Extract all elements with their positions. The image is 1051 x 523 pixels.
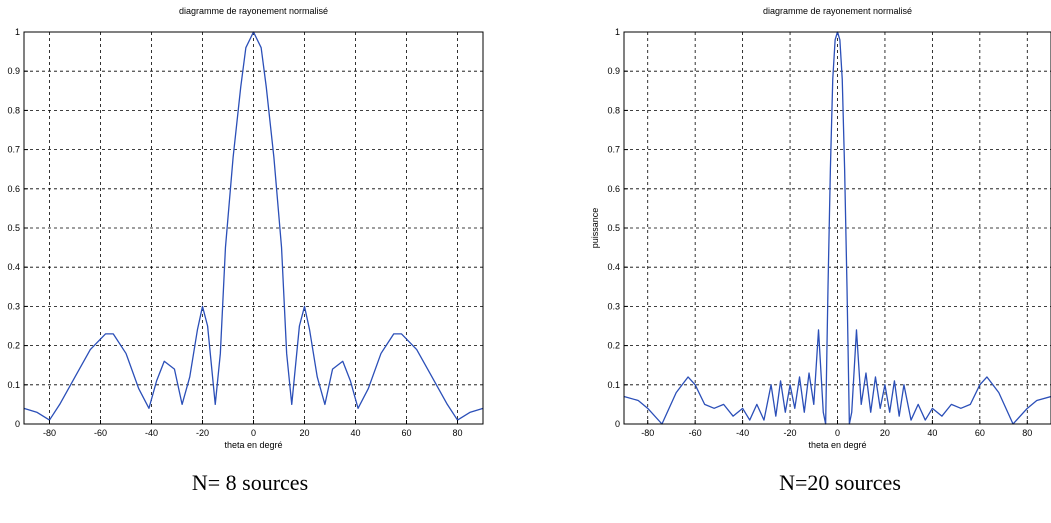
x-tick-label: -60: [689, 428, 702, 438]
x-tick-label: 40: [350, 428, 360, 438]
x-tick-label: 20: [299, 428, 309, 438]
x-tick-label: -40: [145, 428, 158, 438]
y-tick-label: 0.7: [607, 145, 620, 155]
x-tick-label: -20: [784, 428, 797, 438]
x-tick-label: 40: [927, 428, 937, 438]
y-tick-label: 0.5: [7, 223, 20, 233]
y-tick-label: 0.9: [7, 66, 20, 76]
y-tick-label: 0.5: [607, 223, 620, 233]
x-tick-label: 0: [835, 428, 840, 438]
x-axis-label: theta en degré: [808, 440, 866, 450]
y-tick-label: 0.2: [7, 341, 20, 351]
y-tick-label: 0.3: [7, 301, 20, 311]
x-tick-label: -40: [736, 428, 749, 438]
y-axis-label: puissance: [590, 208, 600, 249]
chart-panel-n8: -80 -60 -40 -20 0 20 40 60 80 0 0.1 0.2 0.3 0.4 0.5 0.6…: [0, 0, 500, 470]
y-tick-label: 0: [615, 419, 620, 429]
y-tick-label: 1: [15, 27, 20, 37]
x-tick-label: -80: [641, 428, 654, 438]
x-axis-label: theta en degré: [224, 440, 282, 450]
chart-n20-svg: -80 -60 -40 -20 0 20 40 60 80 0 0.1 0.2 0.3 0.4 0.5 0.6…: [590, 6, 1051, 450]
y-tick-label: 0.2: [607, 341, 620, 351]
y-tick-label: 0.6: [7, 184, 20, 194]
y-tick-label: 0.1: [607, 380, 620, 390]
chart-panel-n20: -80 -60 -40 -20 0 20 40 60 80 0 0.1 0.2 0.3 0.4 0.5 0.6…: [568, 0, 1051, 470]
y-tick-label: 0.1: [7, 380, 20, 390]
x-tick-label: -60: [94, 428, 107, 438]
y-tick-label: 0.8: [607, 105, 620, 115]
y-tick-label: 0.7: [7, 145, 20, 155]
y-tick-label: 0.3: [607, 301, 620, 311]
chart-n8-svg: -80 -60 -40 -20 0 20 40 60 80 0 0.1 0.2 0.3 0.4 0.5 0.6…: [7, 6, 484, 450]
x-tick-label: 80: [1022, 428, 1032, 438]
y-tick-label: 1: [615, 27, 620, 37]
chart-title: diagramme de rayonement normalisé: [763, 6, 912, 16]
y-tick-label: 0: [15, 419, 20, 429]
x-tick-label: -80: [43, 428, 56, 438]
y-tick-label: 0.6: [607, 184, 620, 194]
chart-title: diagramme de rayonement normalisé: [179, 6, 328, 16]
x-tick-label: 60: [401, 428, 411, 438]
y-tick-label: 0.4: [607, 262, 620, 272]
x-tick-label: 20: [880, 428, 890, 438]
x-tick-label: -20: [196, 428, 209, 438]
caption-n8: N= 8 sources: [191, 470, 309, 495]
y-tick-label: 0.8: [7, 105, 20, 115]
y-tick-label: 0.4: [7, 262, 20, 272]
y-tick-label: 0.9: [607, 66, 620, 76]
x-tick-label: 0: [251, 428, 256, 438]
caption-n20: N=20 sources: [779, 470, 901, 495]
x-tick-label: 60: [975, 428, 985, 438]
x-tick-label: 80: [452, 428, 462, 438]
